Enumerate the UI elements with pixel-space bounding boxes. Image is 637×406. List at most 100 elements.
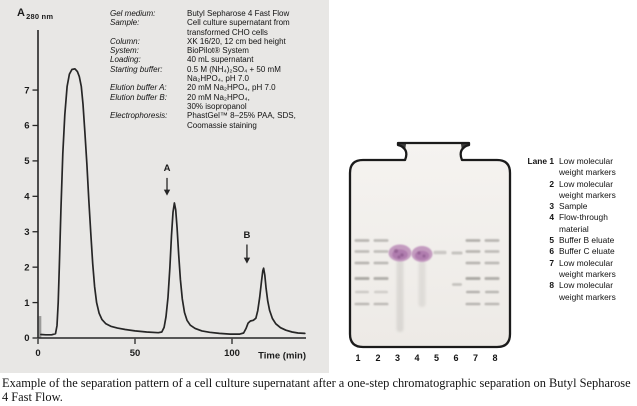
condition-value: XK 16/20, 12 cm bed height: [187, 36, 286, 46]
elution-marker-label-A: A: [164, 163, 171, 174]
injection-mark: [38, 316, 42, 338]
gel-bands-group: [354, 239, 500, 332]
legend-lane-number: 6: [549, 246, 554, 257]
gel-band: [433, 250, 447, 255]
gel-band: [373, 239, 389, 242]
condition-row: Gel medium: Butyl Sepharose 4 Fast Flow: [110, 9, 336, 18]
condition-row: System: BioPilot® System: [110, 46, 336, 55]
gel-lane-number: 1: [355, 353, 360, 363]
gel-band: [452, 283, 462, 286]
legend-row: 7 Low molecular weight markers: [524, 258, 636, 281]
gel-blob-speckle: [394, 249, 398, 253]
gel-lane-numbers: 1 2 3 4 5 6 7 8: [355, 353, 497, 363]
condition-value: 20 mM Na₂HPO₄, 30% isopropanol: [187, 92, 250, 111]
gel-band: [354, 277, 370, 280]
y-tick-label: 2: [24, 262, 29, 273]
gel-blob-speckle: [397, 255, 401, 259]
gel-band: [485, 290, 499, 294]
chromatogram-chart: 0 1 2 3 4 5 6 7 0 50 100 Time (min) A B: [24, 30, 306, 362]
gel-band: [465, 261, 481, 265]
condition-value: 40 mL supernatant: [187, 55, 254, 65]
gel-smear: [396, 260, 404, 332]
gel-band: [354, 250, 370, 253]
elution-arrowhead-icon: [163, 189, 171, 196]
condition-row: Sample: Cell culture supernatant from tra…: [110, 18, 336, 37]
condition-label: Elution buffer B:: [110, 92, 167, 102]
condition-row: Elution buffer B: 20 mM Na₂HPO₄, 30% isop…: [110, 93, 336, 112]
y-tick-label: 7: [24, 85, 29, 96]
y-tick-label: 4: [24, 192, 30, 203]
condition-row: Starting buffer: 0.5 M (NH₄)₂SO₄ + 50 mM …: [110, 65, 336, 84]
gel-band: [484, 250, 500, 253]
gel-flask-outline: [348, 141, 512, 349]
gel-protein-blob-core: [414, 250, 430, 261]
legend-lane-number: 8: [549, 280, 554, 291]
gel-lane-number: 7: [473, 353, 478, 363]
legend-row: 2 Low molecular weight markers: [524, 179, 636, 202]
y-axis-label-subscript: 280 nm: [26, 11, 54, 21]
y-axis-label: A280 nm: [17, 7, 53, 21]
legend-lane-number: 7: [549, 257, 554, 268]
gel-band: [373, 261, 389, 265]
gel-band: [465, 239, 481, 242]
condition-label: Sample:: [110, 18, 140, 28]
gel-blob-speckle: [400, 253, 404, 257]
gel-band: [484, 302, 500, 306]
condition-value: Cell culture supernatant from transforme…: [187, 18, 290, 37]
elution-arrowhead-icon: [243, 257, 251, 264]
run-conditions-list: Gel medium: Butyl Sepharose 4 Fast Flow Sa…: [110, 9, 336, 130]
legend-lane-description: Low molecular weight markers: [559, 257, 616, 279]
condition-label: Starting buffer:: [110, 64, 163, 74]
gel-band: [354, 261, 370, 265]
gel-band: [451, 251, 463, 255]
y-tick-label: 5: [24, 156, 30, 167]
absorbance-curve: [40, 67, 306, 336]
gel-blob-speckle: [417, 251, 421, 255]
condition-row: Loading: 40 mL supernatant: [110, 55, 336, 64]
legend-lane-number: Lane 1: [527, 156, 554, 166]
gel-lane-number: 4: [414, 353, 419, 363]
gel-smear: [418, 261, 426, 307]
condition-label: Column:: [110, 36, 140, 46]
condition-label: Gel medium:: [110, 9, 156, 18]
condition-value: PhastGel™ 8–25% PAA, SDS, Coomassie stai…: [187, 111, 296, 130]
lane-legend: Lane 1 Low molecular weight markers 2 Low m…: [524, 156, 636, 303]
legend-row: 5 Buffer B eluate: [524, 235, 636, 246]
gel-band: [484, 239, 500, 242]
condition-label: Loading:: [110, 55, 141, 65]
gel-lane-number: 2: [375, 353, 380, 363]
legend-lane-description: Buffer C eluate: [559, 246, 615, 257]
chromatogram-panel: 0 1 2 3 4 5 6 7 0 50 100 Time (min) A B A280 nm Gel m…: [0, 0, 329, 373]
gel-neck-left-wedge: [398, 144, 406, 151]
gel-electrophoresis-image: 1 2 3 4 5 6 7 8: [348, 141, 512, 363]
x-tick-label: 100: [224, 348, 240, 359]
condition-row: Column: XK 16/20, 12 cm bed height: [110, 37, 336, 46]
gel-band: [354, 302, 370, 306]
gel-band: [354, 239, 370, 242]
condition-row: Electrophoresis: PhastGel™ 8–25% PAA, SDS…: [110, 111, 336, 130]
gel-band: [374, 290, 388, 294]
gel-band: [373, 302, 389, 306]
legend-lane-number: 2: [549, 178, 554, 189]
legend-row: 3 Sample: [524, 201, 636, 212]
gel-band: [466, 290, 480, 294]
legend-lane-description: Low molecular weight markers: [559, 178, 616, 200]
gel-lane-number: 5: [434, 353, 439, 363]
condition-label: System:: [110, 46, 139, 56]
legend-lane-description: Low molecular weight markers: [559, 156, 616, 178]
y-tick-label: 3: [24, 227, 29, 238]
y-tick-label: 6: [24, 121, 29, 132]
gel-band: [484, 261, 500, 265]
gel-band: [465, 302, 481, 306]
legend-lane-description: Sample: [559, 201, 588, 212]
y-tick-label: 0: [24, 333, 29, 344]
condition-value: 0.5 M (NH₄)₂SO₄ + 50 mM Na₂HPO₄, pH 7.0: [187, 64, 281, 84]
gel-lane-number: 6: [453, 353, 458, 363]
legend-lane-description: Low molecular weight markers: [559, 280, 616, 302]
condition-value: BioPilot® System: [187, 46, 249, 56]
gel-band: [465, 250, 481, 253]
gel-neck-right-wedge: [461, 144, 469, 151]
gel-band: [484, 277, 500, 280]
legend-lane-description: Buffer B eluate: [559, 235, 615, 246]
